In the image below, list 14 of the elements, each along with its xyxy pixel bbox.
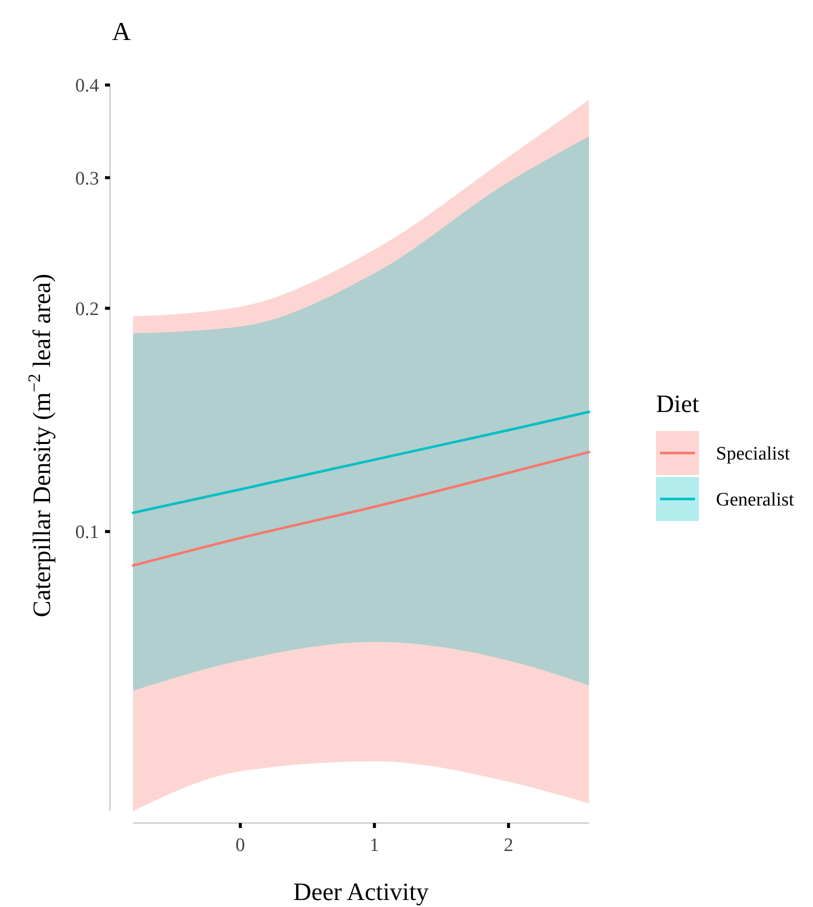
x-tick-label: 2 (504, 835, 514, 856)
y-tick-label: 0.3 (75, 168, 99, 190)
line-series (132, 450, 590, 567)
legend-label: Generalist (716, 490, 795, 511)
y-tick-label: 0.1 (75, 522, 99, 544)
chart-title: A (112, 17, 131, 46)
x-tick-label: 1 (370, 835, 380, 856)
y-tick-label: 0.4 (75, 76, 100, 97)
legend-label: Specialist (716, 444, 791, 465)
line-series (132, 410, 590, 514)
legend-title: Diet (656, 391, 700, 418)
x-axis-title: Deer Activity (293, 879, 430, 906)
y-tick-label: 0.2 (75, 298, 99, 320)
x-tick-label: 0 (236, 835, 246, 856)
